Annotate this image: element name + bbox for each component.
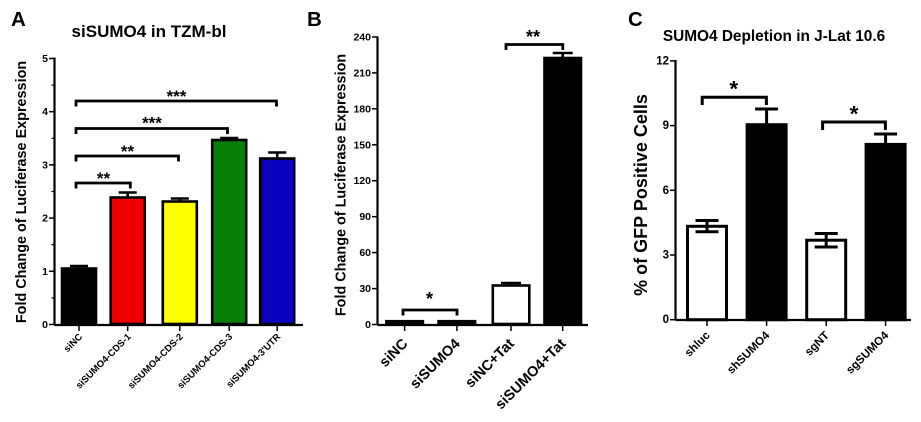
svg-text:*: * [426,289,433,309]
svg-text:30: 30 [359,283,371,295]
svg-text:6: 6 [663,185,669,197]
svg-text:SUMO4 Depletion in J-Lat 10.6: SUMO4 Depletion in J-Lat 10.6 [663,28,885,45]
svg-text:% of GFP Positive Cells: % of GFP Positive Cells [631,94,651,296]
svg-text:150: 150 [353,139,371,151]
svg-text:9: 9 [663,120,669,132]
svg-text:*: * [729,77,738,102]
svg-text:B: B [307,8,322,31]
svg-text:0: 0 [42,319,48,331]
svg-text:120: 120 [353,175,371,187]
svg-text:C: C [628,8,643,31]
svg-text:240: 240 [353,32,371,44]
svg-text:**: ** [121,142,135,161]
svg-text:**: ** [526,27,540,47]
svg-text:*: * [850,102,859,127]
svg-text:3: 3 [42,159,48,171]
svg-text:Fold Change of Luciferase Expr: Fold Change of Luciferase Expression [334,54,350,316]
svg-text:siSUMO4 in TZM-bl: siSUMO4 in TZM-bl [72,22,227,41]
svg-text:90: 90 [359,211,371,223]
svg-text:0: 0 [365,319,371,331]
svg-text:A: A [11,8,26,31]
svg-text:3: 3 [663,250,669,262]
svg-text:***: *** [167,87,187,106]
svg-text:0: 0 [663,314,669,326]
svg-text:1: 1 [42,266,48,278]
svg-text:**: ** [97,169,111,188]
svg-text:180: 180 [353,103,371,115]
svg-text:***: *** [142,114,162,133]
svg-text:60: 60 [359,247,371,259]
svg-text:2: 2 [42,213,48,225]
svg-text:12: 12 [656,56,669,68]
svg-text:Fold Change of Luciferase Expr: Fold Change of Luciferase Expression [14,61,30,323]
svg-text:4: 4 [42,106,48,118]
svg-text:210: 210 [353,67,371,79]
svg-text:5: 5 [42,53,48,65]
